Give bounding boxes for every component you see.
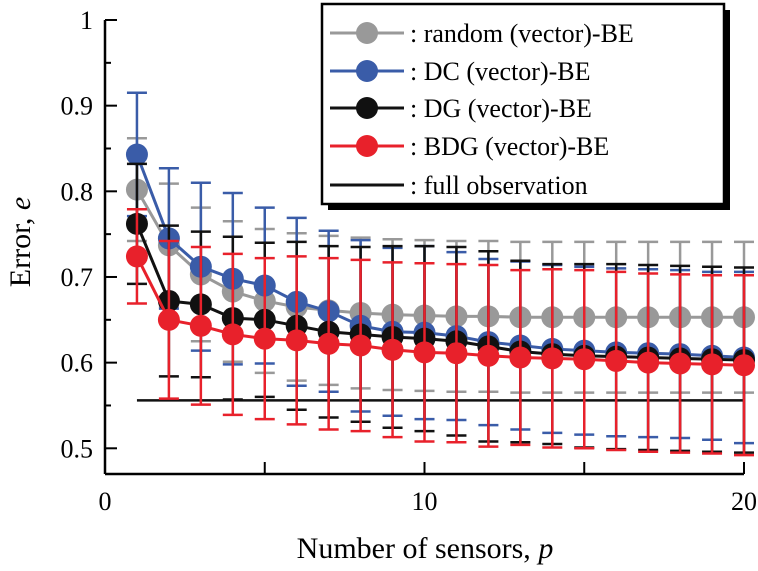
data-point	[317, 332, 340, 355]
data-point	[221, 323, 244, 346]
legend: : random (vector)-BE : DC (vector)-BE : DG…	[320, 2, 730, 210]
data-point	[381, 338, 404, 361]
series-3	[125, 208, 755, 457]
x-tick-label: 20	[731, 487, 757, 516]
y-axis-label-text: Error,	[4, 210, 37, 287]
legend-label-full-observation: : full observation	[410, 171, 588, 200]
data-point	[445, 342, 468, 365]
data-point	[157, 308, 180, 331]
data-point	[733, 354, 755, 377]
data-point	[253, 327, 276, 350]
data-point	[669, 352, 692, 375]
data-point	[125, 245, 148, 268]
data-point	[605, 349, 628, 372]
x-tick-label: 10	[412, 487, 438, 516]
data-point	[189, 314, 212, 337]
y-tick-label: 0.8	[61, 177, 94, 206]
data-point	[509, 346, 532, 369]
y-axis-label: Error, e	[4, 197, 37, 287]
y-tick-label: 1	[80, 6, 93, 35]
legend-label-1: : DC (vector)-BE	[410, 57, 591, 86]
data-point	[285, 329, 308, 352]
legend-marker-3	[356, 135, 378, 157]
data-point	[701, 353, 724, 376]
y-tick-label: 0.7	[61, 263, 94, 292]
data-point	[413, 341, 436, 364]
legend-marker-2	[356, 97, 378, 119]
y-tick-label: 0.6	[61, 349, 94, 378]
data-point	[125, 143, 148, 166]
legend-label-2: : DG (vector)-BE	[410, 94, 592, 123]
data-point	[541, 347, 564, 370]
data-point	[477, 344, 500, 367]
legend-box	[320, 2, 726, 206]
legend-marker-0	[356, 22, 378, 44]
x-tick-label: 0	[99, 487, 112, 516]
x-axis-label: Number of sensors, p	[297, 532, 554, 565]
plot-area	[125, 91, 755, 457]
y-tick-label: 0.9	[61, 92, 94, 121]
legend-label-3: : BDG (vector)-BE	[410, 132, 609, 161]
legend-label-0: : random (vector)-BE	[410, 19, 634, 48]
y-axis-label-variable: e	[4, 197, 37, 210]
y-tick-label: 0.5	[61, 434, 94, 463]
data-point	[637, 351, 660, 374]
x-axis-label-text: Number of sensors,	[297, 532, 539, 565]
legend-marker-1	[356, 60, 378, 82]
data-point	[573, 348, 596, 371]
ticks: 0 10 20 0.5 0.6 0.7 0.8 0.9 1	[61, 6, 758, 516]
x-axis-label-variable: p	[536, 532, 553, 565]
data-point	[349, 334, 372, 357]
